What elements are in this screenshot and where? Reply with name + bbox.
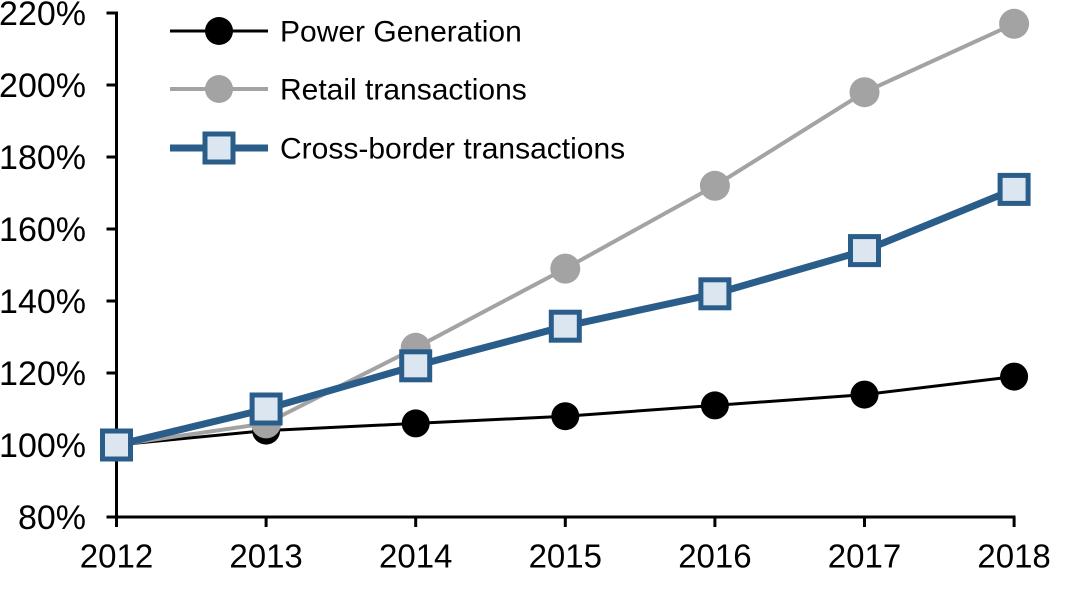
data-point-marker <box>698 277 732 311</box>
x-tick-label: 2012 <box>80 538 153 575</box>
data-point-marker <box>997 172 1031 206</box>
y-tick-label: 160% <box>0 211 86 249</box>
data-point-marker <box>551 402 580 431</box>
x-tick-label: 2017 <box>828 538 901 575</box>
legend-marker <box>202 131 236 165</box>
data-point-marker <box>550 253 581 284</box>
legend-label: Power Generation <box>280 16 522 49</box>
y-tick-label: 120% <box>0 355 86 393</box>
legend-marker <box>205 17 233 45</box>
y-tick-label: 220% <box>0 0 86 33</box>
data-point-marker <box>401 409 430 438</box>
data-point-marker <box>700 391 729 420</box>
y-tick-label: 200% <box>0 67 86 105</box>
data-point-marker <box>850 380 879 409</box>
legend-label: Retail transactions <box>280 74 527 107</box>
y-tick-label: 100% <box>0 427 86 465</box>
legend: Power Generation Retail transactions Cross… <box>170 16 625 166</box>
data-point-marker <box>100 428 133 462</box>
x-tick-label: 2013 <box>229 538 302 575</box>
legend-item: Power Generation <box>170 16 522 49</box>
y-axis-ticks: 80% 100% 120% 140% 160% 180% 200% 220% <box>0 0 117 537</box>
legend-marker <box>205 75 233 103</box>
x-tick-label: 2015 <box>529 538 602 575</box>
series-cross-border-transactions <box>100 172 1031 462</box>
x-tick-label: 2018 <box>977 538 1050 575</box>
data-point-marker <box>849 77 880 108</box>
x-axis-ticks: 2012 2013 2014 2015 2016 2017 2018 <box>80 517 1051 575</box>
data-point-marker <box>548 309 582 343</box>
data-point-marker <box>699 170 730 201</box>
series-power-generation <box>102 362 1029 459</box>
data-point-marker <box>848 234 881 268</box>
y-tick-label: 80% <box>18 499 86 537</box>
data-point-marker <box>1000 362 1029 391</box>
data-series <box>100 8 1031 462</box>
legend-item: Cross-border transactions <box>170 131 625 166</box>
y-tick-label: 140% <box>0 283 86 321</box>
data-point-marker <box>399 349 433 383</box>
y-tick-label: 180% <box>0 139 86 177</box>
legend-item: Retail transactions <box>170 74 527 107</box>
legend-label: Cross-border transactions <box>280 133 625 166</box>
x-tick-label: 2016 <box>678 538 751 575</box>
data-point-marker <box>999 8 1030 39</box>
x-tick-label: 2014 <box>379 538 452 575</box>
data-point-marker <box>249 392 283 426</box>
